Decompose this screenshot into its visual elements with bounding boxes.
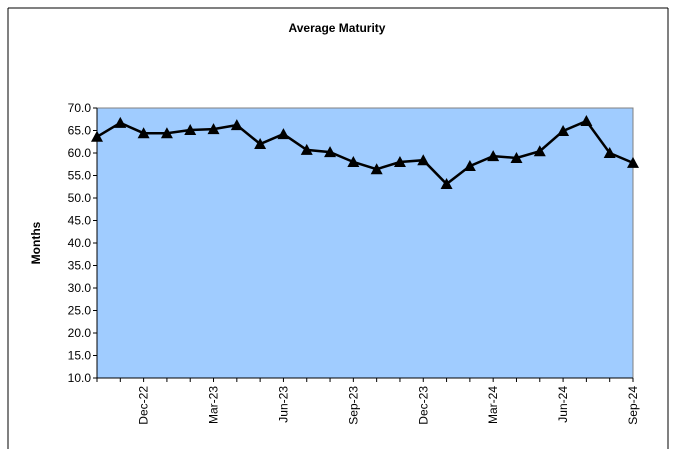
marker [137, 127, 150, 139]
marker [627, 156, 639, 168]
x-tick-label: Mar-24 [486, 386, 500, 424]
marker [277, 128, 290, 140]
marker [184, 124, 197, 136]
marker [557, 124, 570, 136]
y-tick-label: 10.0 [68, 371, 92, 385]
x-tick-label: Sep-23 [346, 386, 360, 425]
y-tick-label: 35.0 [68, 259, 92, 273]
marker [347, 156, 360, 167]
marker [510, 151, 523, 163]
marker [533, 145, 546, 157]
y-tick-label: 65.0 [68, 124, 92, 138]
x-tick-label: Jun-23 [276, 386, 290, 423]
y-tick-label: 40.0 [68, 236, 92, 250]
y-tick-label: 55.0 [68, 169, 92, 183]
y-tick-label: 20.0 [68, 326, 92, 340]
marker [463, 160, 476, 172]
marker [603, 147, 616, 158]
x-tick-label: Dec-22 [137, 386, 151, 425]
marker [91, 130, 103, 142]
marker [254, 138, 267, 149]
marker [207, 123, 220, 135]
marker [440, 178, 453, 190]
marker [114, 116, 127, 128]
y-tick-label: 25.0 [68, 304, 92, 318]
x-tick-label: Mar-23 [207, 386, 221, 424]
marker [300, 143, 313, 155]
y-tick-label: 45.0 [68, 214, 92, 228]
marker [417, 154, 430, 166]
marker [160, 127, 173, 139]
y-tick-label: 30.0 [68, 281, 92, 295]
x-tick-label: Sep-24 [626, 386, 640, 425]
x-tick-label: Jun-24 [556, 386, 570, 423]
y-tick-label: 70.0 [68, 101, 92, 115]
x-tick-label: Dec-23 [416, 386, 430, 425]
marker [324, 146, 337, 158]
plot-area [96, 107, 634, 379]
marker [370, 163, 383, 175]
marker [230, 119, 243, 131]
y-axis-label: Months [29, 221, 43, 264]
y-tick-label: 60.0 [68, 146, 92, 160]
marker [580, 115, 593, 127]
line [96, 119, 634, 186]
marker [487, 150, 500, 162]
y-tick-label: 50.0 [68, 191, 92, 205]
y-tick-label: 15.0 [68, 349, 92, 363]
chart-title: Average Maturity [289, 21, 386, 35]
marker [393, 156, 406, 167]
